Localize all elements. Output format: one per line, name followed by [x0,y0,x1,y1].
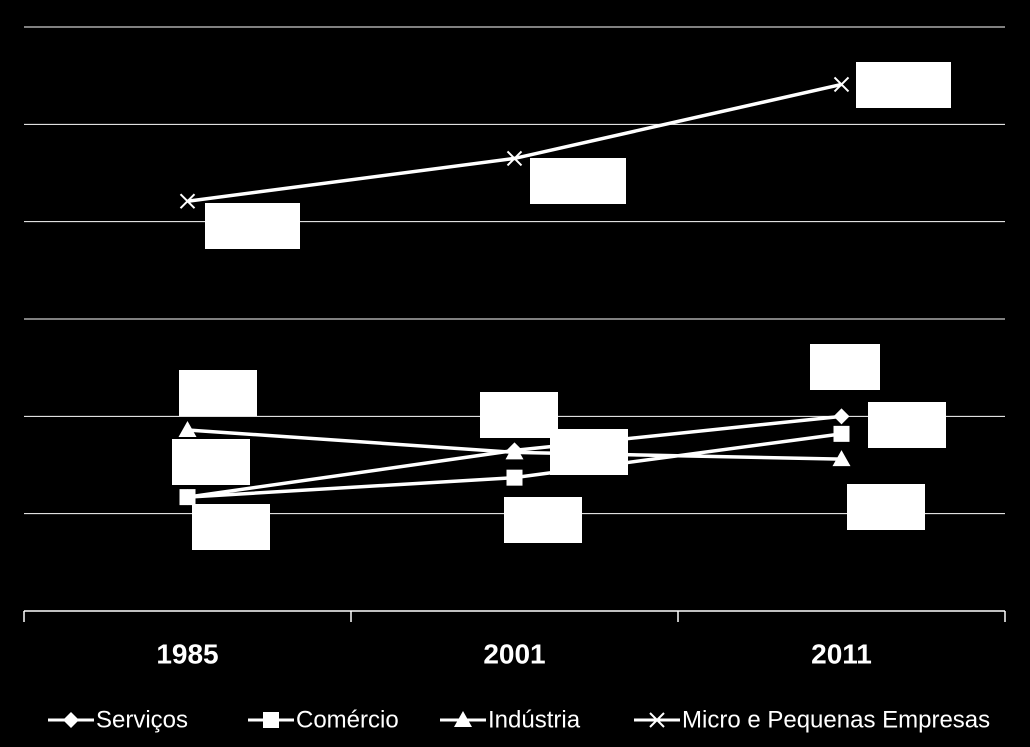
series [178,420,851,467]
legend-label: Serviços [96,706,188,733]
label-box [530,158,626,204]
label-box [810,344,880,390]
label-box [480,392,558,438]
legend-marker [63,712,79,728]
label-box [847,484,925,530]
series-line [187,82,842,203]
marker [506,150,523,167]
marker [833,408,850,425]
marker [833,76,850,93]
legend-label: Indústria [488,706,581,733]
marker [179,489,196,506]
label-box [172,439,250,485]
marker [505,443,524,460]
x-tick-label: 2001 [483,638,545,669]
marker [179,193,196,209]
x-tick-label: 2011 [811,638,872,669]
legend-marker [454,711,472,727]
marker [833,425,850,442]
marker [506,469,523,486]
marker [832,450,851,467]
series [179,425,850,506]
series [179,76,850,209]
legend-marker [263,712,279,728]
legend-marker [649,712,665,728]
x-tick-label: 1985 [156,638,218,669]
legend: Serviços Comércio Indústria Micro e Pequena… [48,706,990,733]
label-box [504,497,582,543]
label-box [856,62,951,108]
marker [178,420,197,437]
label-box [179,370,257,416]
legend-label: Micro e Pequenas Empresas [682,706,990,733]
label-box [192,504,270,550]
label-boxes [172,62,951,550]
label-box [868,402,946,448]
legend-label: Comércio [296,706,399,733]
label-box [205,203,300,249]
